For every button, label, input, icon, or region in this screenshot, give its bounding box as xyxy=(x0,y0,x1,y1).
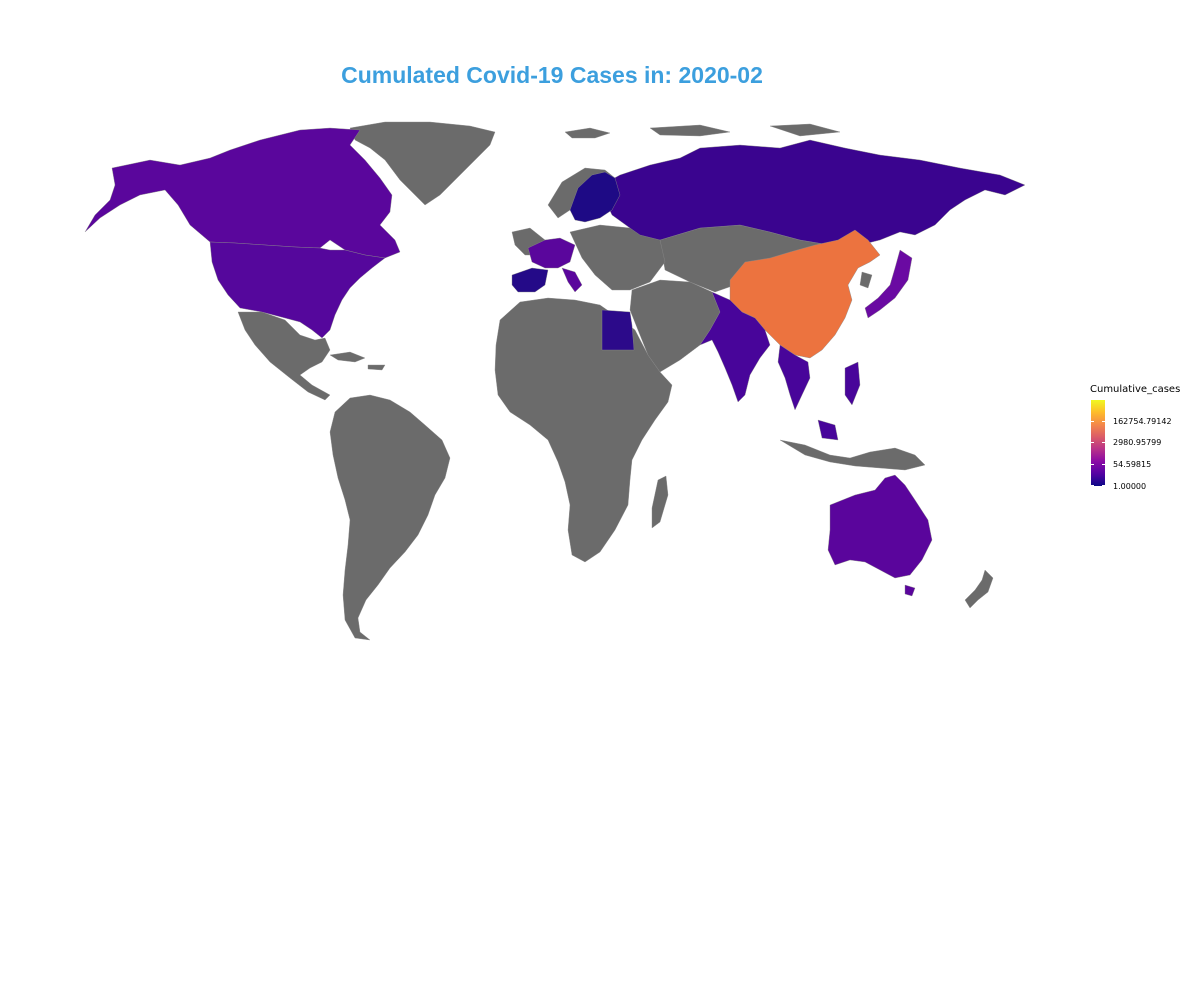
region-mexico xyxy=(237,311,331,401)
region-spain xyxy=(511,267,549,293)
region-south-america xyxy=(329,394,451,641)
region-greenland xyxy=(349,121,496,206)
no-data-land xyxy=(237,121,994,641)
legend-tick-mark xyxy=(1091,442,1094,443)
region-india xyxy=(699,291,771,403)
region-russia xyxy=(599,139,1026,256)
region-japan xyxy=(864,249,913,319)
legend-tick-mark xyxy=(1091,485,1094,486)
region-usa xyxy=(209,241,386,339)
legend-colorbar xyxy=(1091,400,1105,486)
region-korea xyxy=(859,271,873,289)
map-title: Cumulated Covid-19 Cases in: 2020-02 xyxy=(341,62,763,88)
region-eastern-europe xyxy=(569,224,666,291)
legend-tick-mark xyxy=(1102,442,1105,443)
legend-tick-label: 162754.79142 xyxy=(1113,417,1172,426)
legend-tick-mark xyxy=(1091,421,1094,422)
legend-tick-mark xyxy=(1102,464,1105,465)
region-canada xyxy=(84,127,401,259)
region-arctic-islands xyxy=(564,123,841,139)
legend-tick-mark xyxy=(1091,464,1094,465)
legend-title: Cumulative_cases xyxy=(1090,384,1181,395)
region-sweden xyxy=(569,171,621,223)
region-madagascar xyxy=(651,475,669,529)
region-se-asia xyxy=(777,344,861,441)
region-egypt xyxy=(601,309,635,351)
region-australia xyxy=(827,474,933,597)
legend-tick-label: 54.59815 xyxy=(1113,460,1152,469)
region-new-zealand xyxy=(964,569,994,609)
legend-tick-mark xyxy=(1102,485,1105,486)
color-legend: Cumulative_cases 162754.79142 2980.95799… xyxy=(1090,384,1195,491)
region-indonesia xyxy=(779,439,926,471)
legend-tick-mark xyxy=(1102,421,1105,422)
legend-tick-label: 2980.95799 xyxy=(1113,438,1162,447)
data-land xyxy=(84,127,1026,597)
region-france xyxy=(527,237,583,293)
region-caribbean xyxy=(329,351,386,371)
legend-tick-label: 1.00000 xyxy=(1113,482,1147,491)
